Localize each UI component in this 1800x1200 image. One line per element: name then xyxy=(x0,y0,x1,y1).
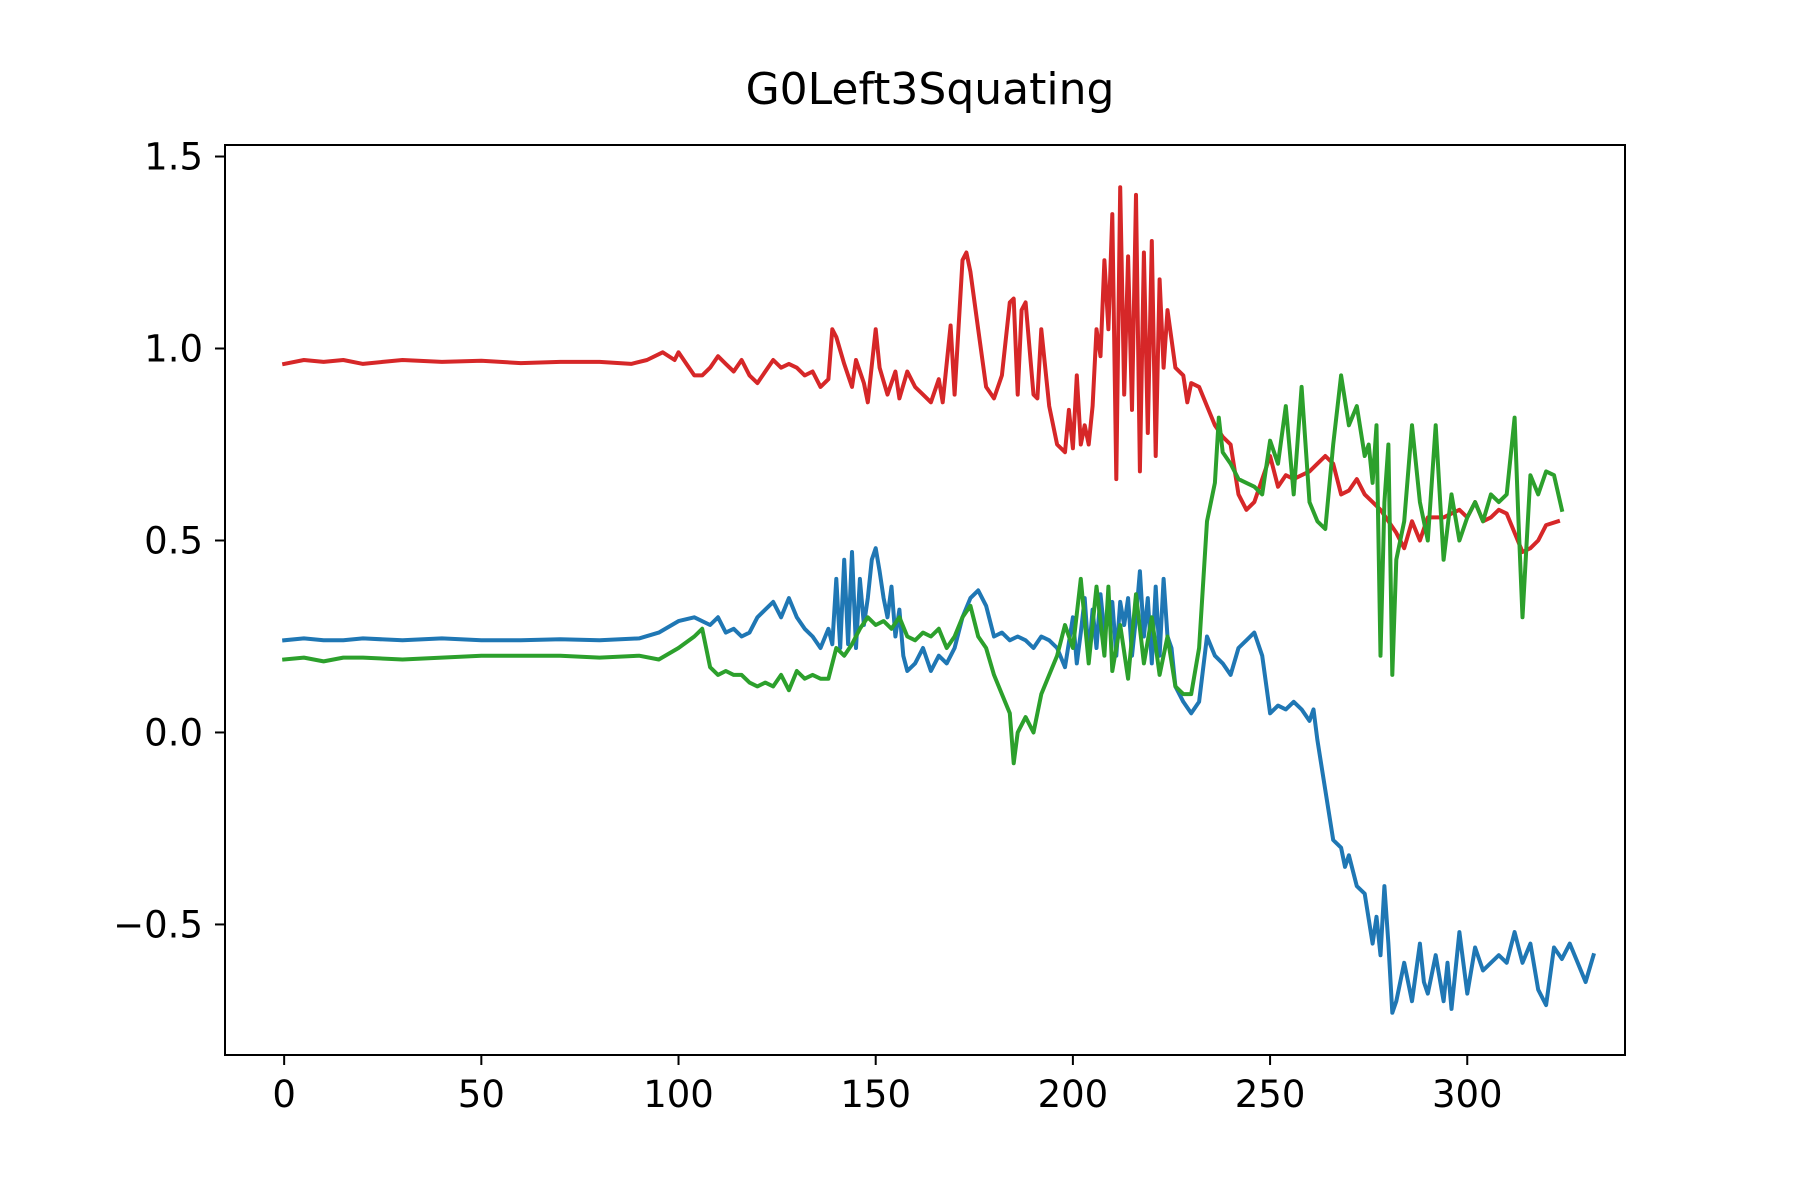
plot-area-frame xyxy=(224,144,1626,1056)
x-tick-label: 50 xyxy=(458,1073,505,1116)
x-tick-label: 100 xyxy=(643,1073,714,1116)
y-tick-label: 1.0 xyxy=(144,328,203,371)
x-tick-label: 250 xyxy=(1235,1073,1306,1116)
y-tick-label: −0.5 xyxy=(113,903,203,946)
y-tick-label: 0.0 xyxy=(144,711,203,754)
series-line-3 xyxy=(282,373,1565,766)
series-line-2 xyxy=(282,546,1596,1015)
x-tick-label: 150 xyxy=(840,1073,911,1116)
series-line-1 xyxy=(281,185,1561,554)
y-tick-label: 1.5 xyxy=(144,136,203,179)
x-tick-label: 300 xyxy=(1432,1073,1503,1116)
y-tick-label: 0.5 xyxy=(144,519,203,562)
x-tick-label: 0 xyxy=(272,1073,296,1116)
x-tick-label: 200 xyxy=(1038,1073,1109,1116)
chart-title: G0Left3Squating xyxy=(746,64,1115,115)
plot-series-group xyxy=(281,185,1596,1015)
y-axis: −0.5 0.0 0.5 1.0 1.5 xyxy=(113,136,225,946)
x-axis: 0 50 100 150 200 250 300 xyxy=(272,1055,1503,1116)
